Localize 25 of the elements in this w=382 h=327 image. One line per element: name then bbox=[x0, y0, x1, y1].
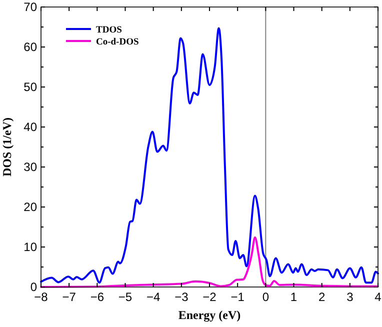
x-tick-label: 4 bbox=[374, 290, 382, 304]
y-tick-label: 70 bbox=[24, 0, 38, 14]
line-series bbox=[40, 236, 379, 288]
y-axis-title: DOS (1/eV) bbox=[0, 118, 14, 176]
x-tick-label: 1 bbox=[290, 290, 298, 304]
legend-label: Co-d-DOS bbox=[96, 38, 139, 48]
x-axis-title: Energy (eV) bbox=[178, 308, 241, 322]
y-tick-label: 60 bbox=[24, 40, 38, 54]
x-tick-label: −5 bbox=[118, 290, 132, 304]
legend-label: TDOS bbox=[96, 26, 122, 36]
x-tick-label: −2 bbox=[202, 290, 217, 304]
x-tick-label: −4 bbox=[146, 290, 160, 304]
x-tick-label: 0 bbox=[262, 290, 270, 304]
y-tick-label: 50 bbox=[24, 80, 38, 94]
x-tick-label: −3 bbox=[174, 290, 189, 304]
line-series bbox=[40, 27, 379, 284]
x-tick-label: −7 bbox=[62, 290, 76, 304]
x-tick-label: 2 bbox=[318, 290, 326, 304]
y-tick-label: 10 bbox=[24, 240, 38, 254]
x-tick-label: −1 bbox=[230, 290, 245, 304]
y-tick-label: 40 bbox=[24, 120, 38, 134]
x-tick-label: −6 bbox=[90, 290, 104, 304]
y-tick-label: 20 bbox=[24, 200, 38, 214]
y-tick-label: 30 bbox=[24, 160, 38, 174]
x-tick-label: 3 bbox=[346, 290, 354, 304]
